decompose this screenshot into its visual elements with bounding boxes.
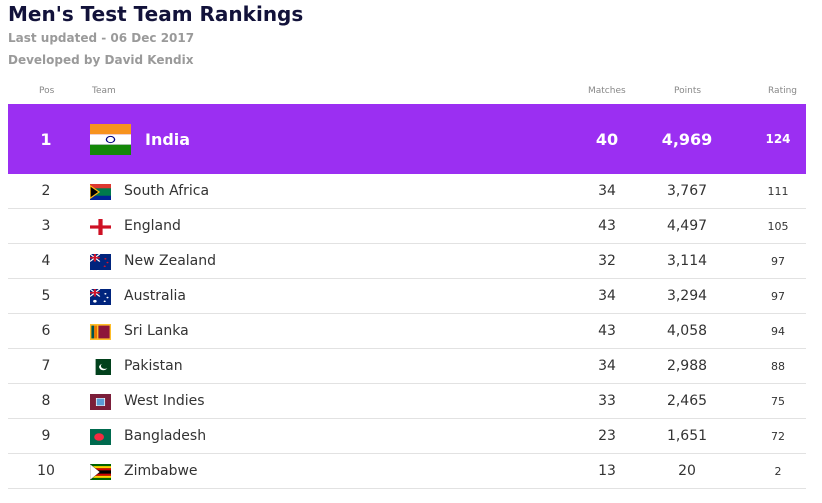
flag: [89, 183, 111, 200]
matches: 43: [598, 218, 616, 234]
column-header: Team: [92, 86, 116, 96]
position: 3: [41, 218, 51, 234]
flag: [90, 393, 111, 410]
flag: [89, 288, 111, 305]
rating: 88: [771, 359, 785, 373]
rating: 94: [771, 324, 785, 338]
table-row: 10 Zimbabwe 13 20 2: [8, 454, 806, 489]
table-row: 2 South Africa 34 3,767 111: [8, 174, 806, 209]
flag: [90, 428, 111, 445]
column-header: Matches: [588, 86, 626, 96]
position: 1: [40, 129, 52, 149]
flag-icon: [89, 463, 111, 480]
team-name: England: [124, 218, 181, 234]
flag: [89, 253, 111, 270]
top-row: 1 India 40 4,969 124: [8, 104, 806, 174]
points: 4,969: [661, 129, 713, 149]
points: 3,294: [666, 288, 708, 304]
flag-icon: [89, 183, 111, 200]
flag-icon: [90, 428, 111, 445]
flag: [90, 358, 111, 375]
last-updated: Last updated - 06 Dec 2017: [8, 31, 195, 45]
table-row: 4 New Zealand 32 3,114 97: [8, 244, 806, 279]
developer: Developed by David Kendix: [8, 53, 194, 67]
flag-icon: [89, 288, 111, 305]
points: 3,114: [666, 253, 708, 269]
team-name: India: [145, 129, 191, 149]
matches: 40: [595, 129, 619, 149]
rating: 72: [771, 429, 785, 443]
table-row: 7 Pakistan 34 2,988 88: [8, 349, 806, 384]
matches: 23: [598, 428, 616, 444]
position: 9: [41, 428, 51, 444]
position: 8: [41, 393, 51, 409]
points: 2,465: [666, 393, 708, 409]
team-name: Bangladesh: [124, 428, 207, 444]
points: 20: [678, 463, 696, 479]
position: 4: [41, 253, 51, 269]
position: 2: [41, 183, 51, 199]
points: 3,767: [666, 183, 708, 199]
matches: 34: [598, 183, 616, 199]
rating: 97: [771, 254, 785, 268]
points: 4,497: [666, 218, 708, 234]
column-header: Pos: [39, 86, 55, 96]
flag-icon: [90, 323, 111, 340]
table-row: 8 West Indies 33 2,465 75: [8, 384, 806, 419]
table-row: 6 Sri Lanka 43 4,058 94: [8, 314, 806, 349]
title: Men's Test Team Rankings: [8, 2, 304, 26]
column-header: Rating: [768, 86, 798, 96]
flag-icon: [90, 123, 131, 155]
rating: 75: [771, 394, 785, 408]
position: 5: [41, 288, 51, 304]
table-row: 3 England 43 4,497 105: [8, 209, 806, 244]
rating: 105: [767, 219, 789, 233]
matches: 13: [598, 463, 616, 479]
team-name: South Africa: [124, 183, 210, 199]
rating: 124: [765, 132, 791, 146]
team-name: New Zealand: [124, 253, 216, 269]
points: 4,058: [666, 323, 708, 339]
matches: 34: [598, 288, 616, 304]
column-header: Points: [674, 86, 702, 96]
team-name: Pakistan: [124, 358, 183, 374]
rating: 111: [767, 184, 789, 198]
table-row: 5 Australia 34 3,294 97: [8, 279, 806, 314]
flag: [89, 463, 111, 480]
flag-icon: [90, 358, 111, 375]
points: 1,651: [666, 428, 708, 444]
team-name: Sri Lanka: [124, 323, 189, 339]
matches: 34: [598, 358, 616, 374]
flag-icon: [90, 393, 111, 410]
team-name: Australia: [124, 288, 186, 304]
position: 6: [41, 323, 51, 339]
flag: [90, 323, 111, 340]
rating: 2: [774, 464, 782, 478]
team-name: West Indies: [124, 393, 205, 409]
team-name: Zimbabwe: [124, 463, 198, 479]
matches: 43: [598, 323, 616, 339]
table-row: 9 Bangladesh 23 1,651 72: [8, 419, 806, 454]
flag: [90, 218, 111, 235]
position: 7: [41, 358, 51, 374]
rating: 97: [771, 289, 785, 303]
flag-icon: [90, 218, 111, 235]
matches: 32: [598, 253, 616, 269]
points: 2,988: [666, 358, 708, 374]
flag-icon: [89, 253, 111, 270]
flag: [90, 123, 131, 155]
matches: 33: [598, 393, 616, 409]
position: 10: [37, 463, 55, 479]
